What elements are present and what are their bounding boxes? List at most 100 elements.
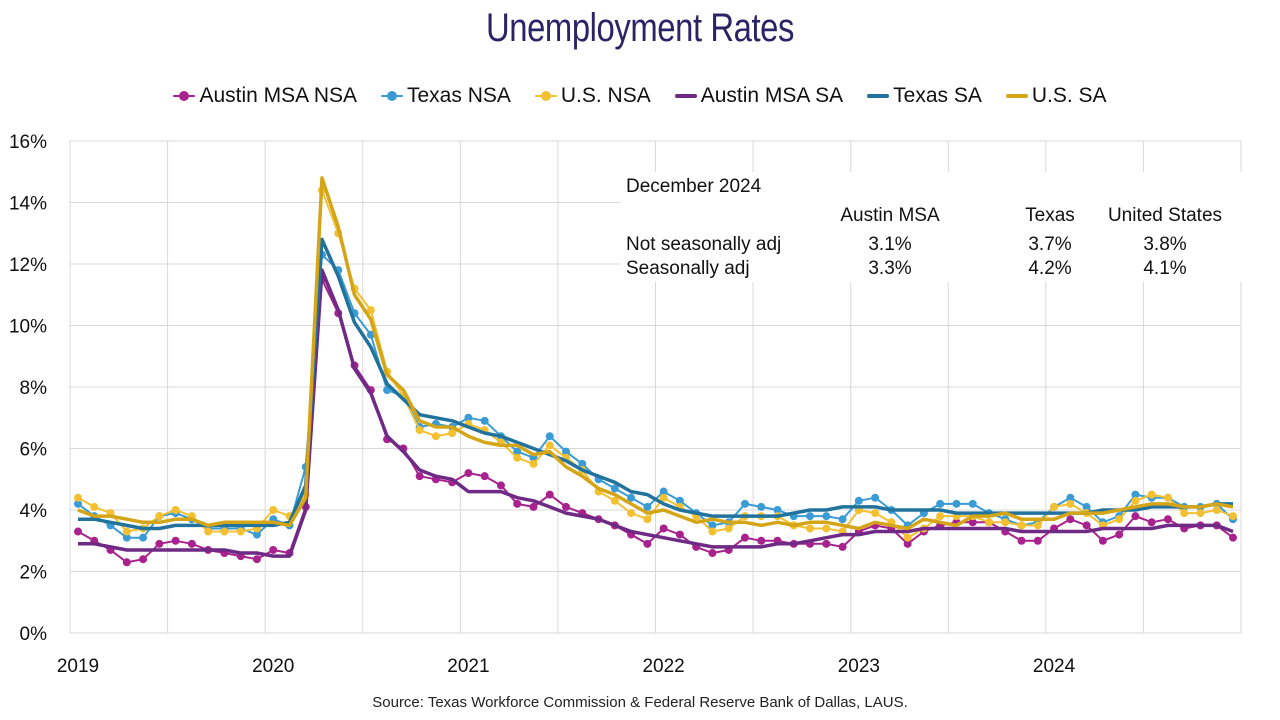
data-point-u-s-nsa	[545, 441, 554, 450]
series-line-austin-msa-sa	[78, 268, 1234, 558]
data-point-austin-msa-nsa	[480, 472, 489, 481]
data-point-u-s-nsa	[366, 306, 375, 315]
data-point-u-s-nsa	[724, 524, 733, 533]
data-point-austin-msa-nsa	[757, 536, 766, 545]
y-tick-label: 6%	[20, 440, 48, 461]
summary-col-texas: Texas	[1025, 205, 1075, 226]
data-point-u-s-nsa	[659, 493, 668, 502]
chart-title: Unemployment Rates	[485, 6, 794, 50]
data-point-texas-nsa	[578, 459, 587, 468]
summary-cell: 4.2%	[1028, 258, 1072, 279]
data-point-u-s-nsa	[74, 493, 82, 502]
data-point-u-s-nsa	[643, 515, 652, 524]
data-point-texas-nsa	[627, 493, 636, 502]
legend-item: U.S. SA	[1005, 84, 1107, 108]
data-point-texas-nsa	[464, 413, 473, 422]
legend-label: Austin MSA NSA	[199, 84, 357, 107]
legend-label: U.S. SA	[1031, 84, 1107, 107]
data-point-austin-msa-nsa	[1066, 515, 1075, 524]
data-point-u-s-nsa	[1066, 499, 1075, 508]
data-point-u-s-nsa	[708, 527, 717, 536]
legend-item: Austin MSA SA	[674, 84, 843, 108]
data-point-u-s-nsa	[431, 432, 440, 441]
data-point-u-s-nsa	[155, 512, 164, 521]
data-point-austin-msa-nsa	[1229, 533, 1237, 542]
data-point-texas-nsa	[1082, 502, 1091, 511]
data-point-u-s-nsa	[1033, 521, 1042, 530]
data-point-u-s-nsa	[171, 506, 180, 514]
y-tick-label: 4%	[20, 501, 48, 522]
data-point-austin-msa-nsa	[1163, 515, 1172, 524]
data-point-austin-msa-nsa	[252, 555, 261, 564]
data-point-austin-msa-nsa	[74, 527, 82, 536]
y-tick-label: 8%	[20, 378, 48, 399]
data-point-u-s-nsa	[90, 502, 99, 511]
data-point-austin-msa-nsa	[643, 539, 652, 548]
data-point-austin-msa-nsa	[1017, 536, 1026, 545]
series-line-u-s-sa	[77, 176, 1234, 531]
data-point-austin-msa-nsa	[187, 539, 196, 548]
summary-cell: 3.3%	[868, 258, 912, 279]
summary-heading: December 2024	[626, 176, 762, 197]
data-point-austin-msa-nsa	[1131, 512, 1140, 521]
data-point-u-s-nsa	[220, 527, 229, 536]
data-point-austin-msa-nsa	[1082, 521, 1091, 530]
data-point-texas-nsa	[854, 496, 863, 505]
data-point-austin-msa-nsa	[675, 530, 684, 539]
line-marker-icon	[381, 89, 403, 103]
data-point-texas-nsa	[610, 484, 619, 493]
summary-cell: 4.1%	[1143, 258, 1187, 279]
data-point-u-s-nsa	[1163, 493, 1172, 502]
data-point-austin-msa-nsa	[139, 555, 148, 564]
data-point-austin-msa-nsa	[155, 539, 164, 548]
data-point-u-s-nsa	[1115, 515, 1124, 524]
data-point-texas-nsa	[545, 432, 554, 441]
data-point-austin-msa-nsa	[122, 558, 131, 567]
legend: Austin MSA NSA Texas NSA U.S. NSA Austin MS…	[0, 84, 1280, 108]
data-point-texas-nsa	[968, 499, 977, 508]
data-point-u-s-nsa	[871, 509, 880, 518]
data-point-austin-msa-nsa	[269, 545, 278, 554]
data-point-texas-nsa	[1131, 490, 1140, 499]
summary-col-us: United States	[1107, 205, 1223, 226]
legend-item: Texas SA	[867, 84, 982, 108]
data-point-austin-msa-nsa	[903, 539, 912, 548]
line-icon	[1005, 89, 1028, 103]
data-point-u-s-nsa	[513, 453, 522, 462]
y-tick-label: 2%	[20, 563, 48, 584]
data-point-texas-nsa	[513, 447, 522, 456]
data-point-austin-msa-nsa	[545, 490, 554, 499]
data-point-u-s-nsa	[1017, 521, 1026, 530]
data-point-u-s-nsa	[269, 506, 278, 514]
y-tick-label: 14%	[9, 194, 47, 215]
data-point-austin-msa-nsa	[708, 549, 717, 558]
data-point-austin-msa-nsa	[1033, 536, 1042, 545]
x-tick-label: 2022	[642, 656, 684, 677]
summary-cell: 3.7%	[1028, 234, 1072, 255]
y-tick-label: 12%	[9, 255, 47, 276]
line-icon	[867, 89, 890, 103]
summary-cell: 3.1%	[868, 234, 912, 255]
line-marker-icon	[534, 89, 557, 103]
data-point-austin-msa-nsa	[1098, 536, 1107, 545]
data-point-austin-msa-nsa	[513, 499, 522, 508]
data-point-austin-msa-nsa	[968, 518, 977, 527]
data-point-austin-msa-nsa	[464, 469, 473, 478]
data-point-texas-nsa	[822, 512, 831, 521]
data-point-u-s-nsa	[122, 527, 131, 536]
legend-item: Texas NSA	[381, 84, 511, 108]
data-point-texas-nsa	[740, 499, 749, 508]
data-point-austin-msa-nsa	[838, 542, 847, 551]
data-point-texas-nsa	[675, 496, 684, 505]
data-point-u-s-nsa	[448, 429, 457, 438]
data-point-texas-nsa	[952, 499, 961, 508]
data-point-austin-msa-nsa	[529, 502, 538, 511]
data-point-austin-msa-nsa	[659, 524, 668, 533]
data-point-texas-nsa	[757, 502, 766, 511]
data-point-austin-msa-nsa	[496, 481, 505, 490]
line-marker-icon	[173, 89, 196, 103]
data-point-austin-msa-nsa	[562, 502, 571, 511]
data-point-u-s-nsa	[610, 496, 619, 505]
data-point-texas-nsa	[806, 512, 815, 521]
